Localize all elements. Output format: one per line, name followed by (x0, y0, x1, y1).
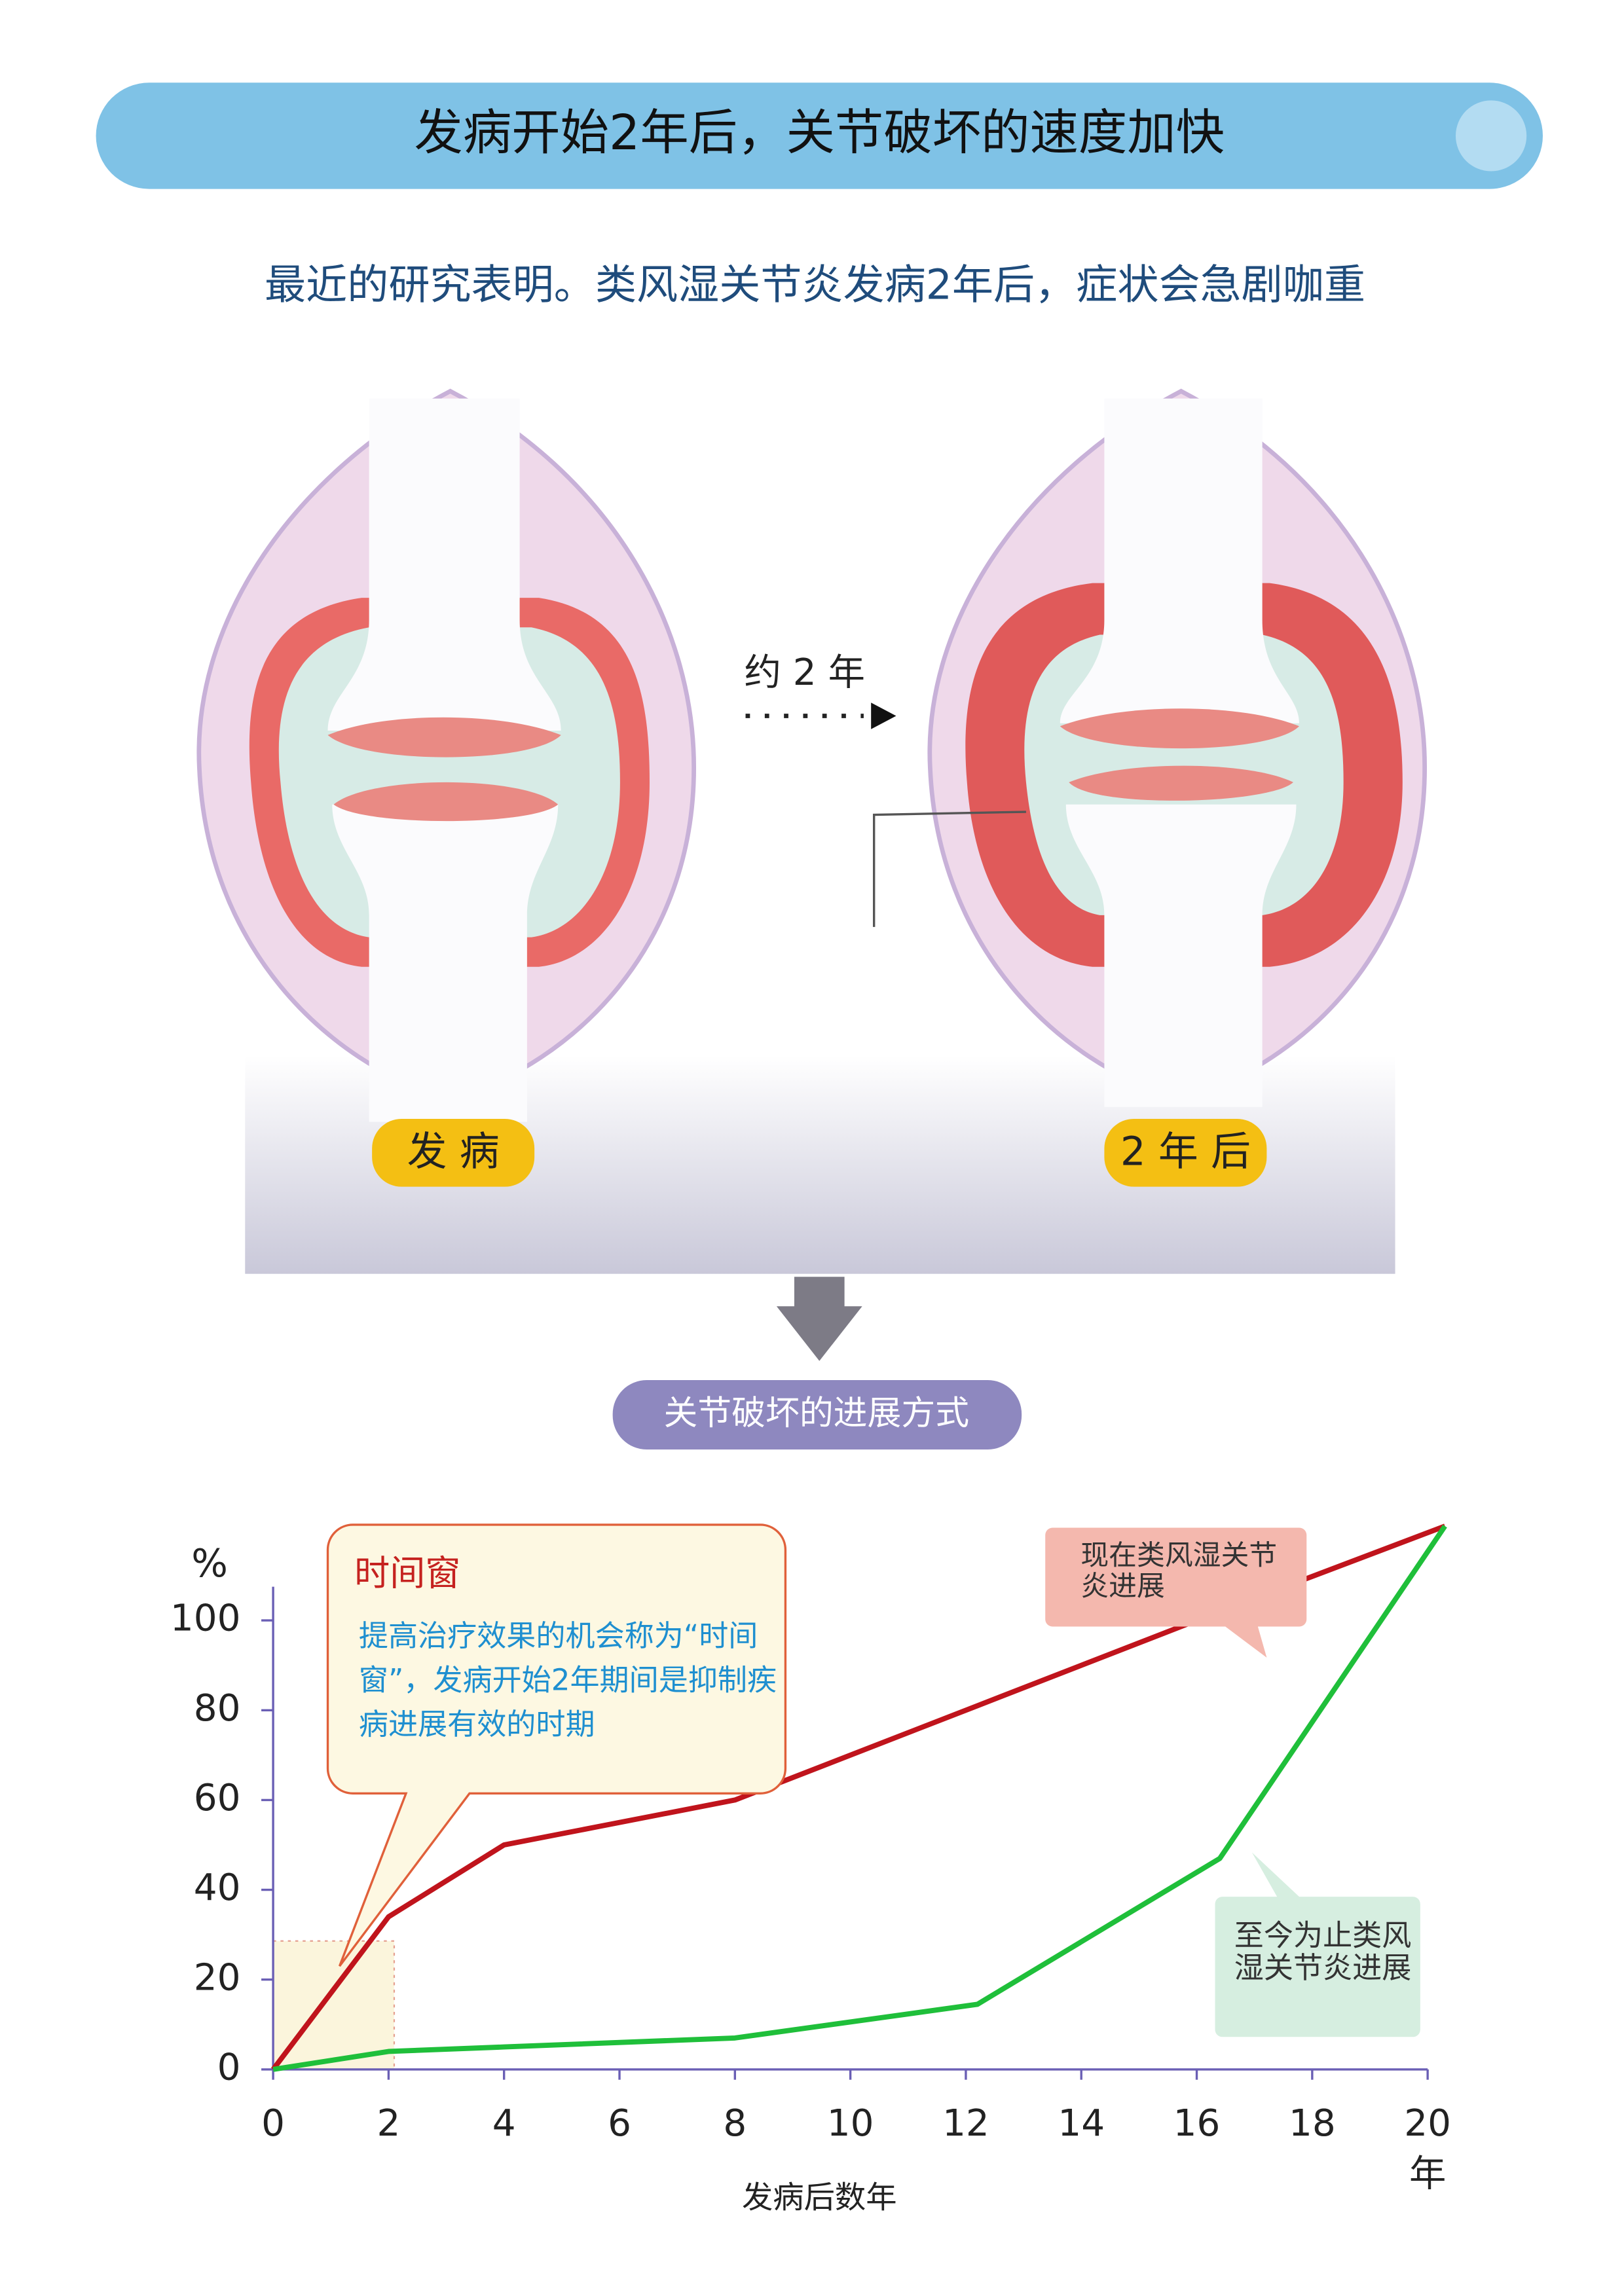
legend-entry: 现在类风湿关节炎进展 (1080, 1540, 1278, 1603)
left-label: 发 病 (407, 1129, 500, 1175)
x-tick-label: 2 (377, 2102, 400, 2145)
legend-entry-box: 现在类风湿关节炎进展 (1080, 1540, 1278, 1603)
callout-box (326, 1523, 787, 1967)
y-tick-label: 80 (194, 1687, 241, 1730)
annotation-title: 时间窗 (354, 1552, 461, 1594)
x-tick-label: 14 (1058, 2102, 1105, 2145)
y-axis-label: % (191, 1541, 228, 1586)
label-pill (1104, 1118, 1267, 1187)
series-line (272, 1524, 1447, 2072)
legend-entry-box: 至今为止类风湿关节炎进展 (1234, 1918, 1412, 1986)
x-tick-label: 18 (1289, 2102, 1336, 2145)
x-tick-label: 4 (492, 2102, 516, 2145)
legend-box (1215, 1852, 1420, 2037)
y-tick-label: 60 (194, 1777, 241, 1819)
x-tick-label: 10 (827, 2102, 874, 2145)
x-tick-label: 0 (261, 2102, 285, 2145)
title-bar (96, 82, 1543, 189)
y-tick-label: 40 (194, 1867, 241, 1909)
annotation-title-box: 时间窗 (354, 1552, 461, 1594)
right-label: 2 年 后 (1120, 1129, 1251, 1175)
label-pill (372, 1118, 535, 1187)
x-axis-label: 发病后数年 (742, 2179, 897, 2215)
plot: 0 20 40 60 80 100 0 2 4 6 8 10 12 14 16 18 20 (170, 1523, 1451, 2145)
legend-entry: 至今为止类风湿关节炎进展 (1234, 1918, 1412, 1986)
x-tick-label: 20 (1404, 2102, 1451, 2145)
title-dot (1455, 100, 1527, 172)
x-tick-label: 6 (608, 2102, 631, 2145)
legend-box (1045, 1527, 1307, 1658)
y-tick-label: 20 (194, 1956, 241, 1999)
arrow-label: 约 2 年 (745, 651, 865, 694)
arrow-head (871, 702, 896, 729)
time-window-box (272, 1940, 396, 2071)
x-unit-label: 年 (1409, 2153, 1446, 2195)
x-tick-label: 16 (1173, 2102, 1221, 2145)
x-tick-label: 8 (723, 2102, 747, 2145)
title: 发病开始2年后，关节破坏的速度加快 (414, 104, 1225, 161)
y-tick-label: 100 (170, 1597, 241, 1640)
section-pill (612, 1380, 1022, 1449)
joint-right (873, 388, 1428, 1107)
joint-left (196, 388, 697, 1122)
down-arrow (776, 1277, 862, 1361)
section-label: 关节破坏的进展方式 (663, 1394, 969, 1433)
x-tick-label: 12 (942, 2102, 989, 2145)
y-tick-label: 0 (217, 2047, 241, 2089)
annotation-text: 提高治疗效果的机会称为“时间窗”，发病开始2年期间是抑制疾病进展有效的时期 (358, 1618, 777, 1742)
subtitle: 最近的研究表明。类风湿关节炎发病2年后，症状会急剧咖重 (265, 261, 1365, 309)
annotation-text-box: 提高治疗效果的机会称为“时间窗”，发病开始2年期间是抑制疾病进展有效的时期 (358, 1618, 777, 1742)
